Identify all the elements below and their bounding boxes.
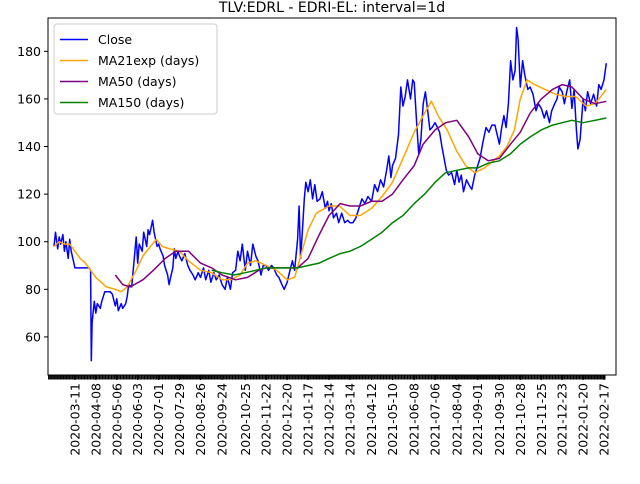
y-tick-label: 160	[17, 91, 41, 106]
x-tick-label: 2021-10-28	[513, 383, 528, 456]
series-line-ma21exp-days	[53, 79, 607, 293]
chart-title: TLV:EDRL - EDRI-EL: interval=1d	[218, 0, 445, 16]
x-tick-label: 2020-10-25	[238, 383, 253, 456]
series-line-ma50-days	[114, 83, 607, 288]
legend-label: Close	[98, 32, 132, 47]
series-layer	[53, 26, 608, 362]
series-line-close	[53, 26, 608, 362]
x-tick-label: 2020-07-29	[172, 383, 187, 456]
x-tick-label: 2021-02-14	[322, 383, 337, 456]
x-tick-label: 2021-07-06	[428, 383, 443, 456]
x-tick-label: 2020-09-24	[215, 383, 230, 456]
x-tick-label: 2022-01-20	[576, 383, 591, 456]
x-tick-label: 2021-01-17	[301, 383, 316, 456]
series-line-ma150-days	[211, 117, 607, 276]
x-tick-label: 2021-11-25	[534, 383, 549, 456]
x-tick-label: 2021-06-08	[407, 383, 422, 456]
plot-frame	[47, 17, 617, 376]
x-tick-label: 2020-11-22	[259, 383, 274, 456]
x-tick-label: 2020-06-03	[130, 383, 145, 456]
y-tick-label: 120	[17, 187, 41, 202]
x-tick-label: 2021-04-12	[364, 383, 379, 456]
y-tick-label: 140	[17, 139, 41, 154]
y-axis: 60 80 100 120 140 160 180	[17, 44, 48, 344]
x-tick-label: 2021-09-01	[470, 383, 485, 456]
y-tick-label: 100	[17, 234, 41, 249]
x-tick-label: 2021-12-23	[555, 383, 570, 456]
x-tick-label: 2020-08-26	[193, 383, 208, 456]
legend-label: MA150 (days)	[98, 95, 184, 110]
legend-label: MA21exp (days)	[98, 53, 199, 68]
x-tick-label: 2021-03-14	[342, 383, 357, 456]
legend: Close MA21exp (days) MA50 (days) MA150 (day…	[53, 23, 218, 115]
x-tick-label: 2021-05-10	[385, 383, 400, 456]
x-tick-label: 2022-02-17	[597, 383, 612, 456]
legend-box	[53, 23, 218, 115]
x-tick-label: 2020-05-06	[109, 383, 124, 456]
y-tick-label: 60	[25, 329, 41, 344]
x-tick-label: 2020-07-01	[151, 383, 166, 456]
x-tick-label: 2020-03-11	[67, 383, 82, 456]
x-tick-label: 2021-09-30	[492, 383, 507, 456]
y-tick-label: 180	[17, 44, 41, 59]
x-tick-label: 2020-12-20	[280, 383, 295, 456]
x-tick-label: 2021-08-04	[449, 383, 464, 456]
x-tick-label: 2020-04-08	[88, 383, 103, 456]
x-axis: 2020-03-11 2020-04-08 2020-05-06 2020-06-03…	[48, 375, 612, 456]
y-tick-label: 80	[25, 282, 41, 297]
legend-label: MA50 (days)	[98, 74, 176, 89]
